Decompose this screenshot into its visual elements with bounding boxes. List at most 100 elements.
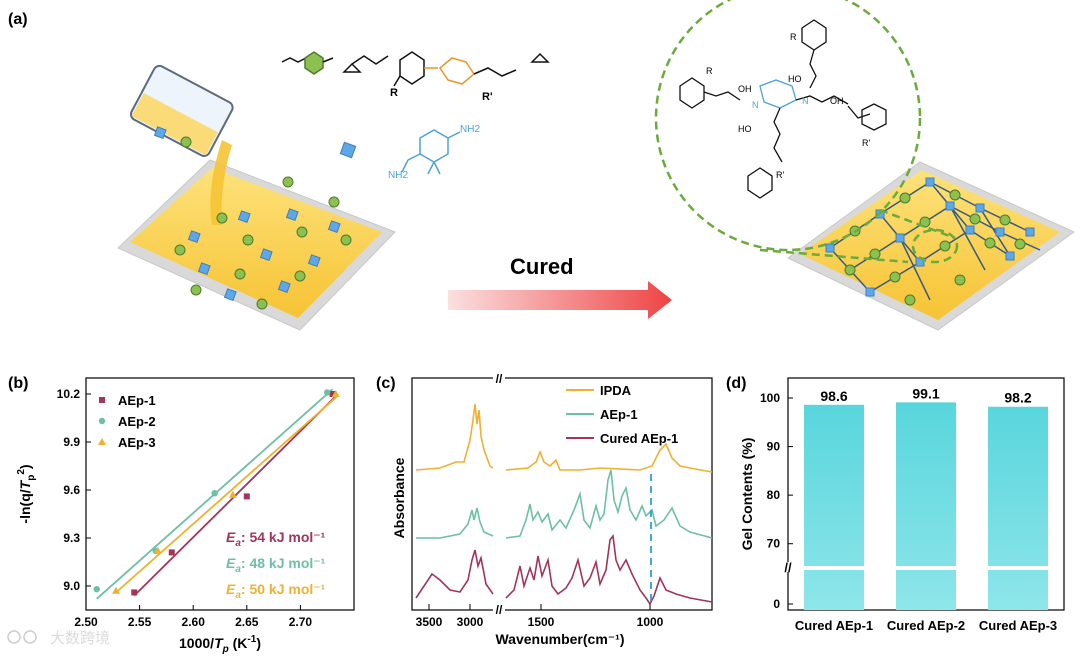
chart-b-xtick-label: 2.70	[289, 615, 313, 629]
cured-arrow	[448, 281, 672, 319]
network-oh-label-1: OH	[738, 84, 752, 94]
fit-line-aep-1	[133, 393, 339, 597]
chart-d-break: //	[784, 560, 792, 575]
chart-c-xtick-3500: 3500	[416, 615, 443, 629]
network-oh-label-2: OH	[830, 96, 844, 106]
legend-label-aep-3: AEp-3	[118, 435, 156, 450]
legend-marker-square	[99, 397, 105, 403]
legend-marker-circle	[98, 417, 106, 425]
chart-b-legend: AEp-1 AEp-2 AEp-3	[98, 393, 156, 450]
spectrum-aep1	[416, 469, 713, 539]
uncured-tray	[117, 64, 396, 331]
chart-c-ylabel: Absorbance	[391, 457, 407, 538]
chart-b-points	[93, 389, 340, 596]
legend-ipda: IPDA	[600, 383, 632, 398]
network-r-label-1: R	[706, 66, 713, 76]
chart-b-frame	[85, 377, 355, 611]
ipda-structure	[401, 129, 461, 175]
chart-c-xtick-1000: 1000	[637, 615, 664, 629]
zoom-callout	[654, 0, 959, 264]
network-structure	[679, 19, 887, 199]
epoxy-r-label: R	[390, 87, 398, 99]
chart-b-xtick-label: 2.55	[128, 615, 152, 629]
chart-d-ytick-label: 70	[767, 537, 781, 551]
chart-d-category-label: Cured AEp-2	[887, 618, 965, 633]
chart-d-ytick-label: 80	[767, 488, 781, 502]
ea-label-aep-1: Ea: 54 kJ mol⁻¹	[226, 529, 326, 549]
point-aep-3	[228, 490, 237, 498]
point-aep-2	[93, 586, 100, 593]
chart-b-activation-energies: Ea: 54 kJ mol⁻¹ Ea: 48 kJ mol⁻¹ Ea: 50 kJ …	[226, 529, 326, 601]
network-ho-label-1: HO	[788, 74, 802, 84]
chart-d-ytick-label: 0	[773, 597, 780, 611]
network-r-label-2: R	[790, 32, 797, 42]
bar-value-label: 99.1	[912, 385, 939, 401]
point-aep-1	[329, 391, 336, 397]
ipda-nh2-label-2: NH2	[388, 170, 408, 181]
chart-c-xtick-1500: 1500	[528, 615, 555, 629]
chart-b-ytick-label: 10.2	[57, 387, 81, 401]
chart-d-bars: 98.6 99.1 98.2	[803, 385, 1049, 610]
point-aep-2	[324, 389, 331, 396]
bar-break-gap	[895, 566, 957, 570]
watermark-logo-icon	[7, 630, 21, 644]
spectrum-ipda	[415, 403, 713, 473]
chart-c-break-top: //	[496, 372, 503, 386]
bar-value-label: 98.2	[1004, 390, 1031, 406]
fit-line-aep-3	[115, 394, 339, 594]
chart-b-ylabel: -ln(q/Tp2)	[16, 464, 37, 523]
beaker-icon	[129, 64, 234, 157]
chart-b-xtick-label: 2.60	[182, 615, 206, 629]
legend-marker-triangle	[98, 438, 106, 445]
chart-d-x-axis: Cured AEp-1 Cured AEp-2 Cured AEp-3	[795, 618, 1057, 633]
legend-label-aep-1: AEp-1	[118, 393, 156, 408]
chart-c-frame	[411, 377, 713, 611]
chart-c-xlabel: Wavenumber(cm⁻¹)	[495, 631, 624, 647]
chart-b-ytick-label: 9.6	[63, 483, 80, 497]
legend-cured-aep1: Cured AEp-1	[600, 431, 678, 446]
chart-d-ytick-label: 100	[760, 391, 780, 405]
panel-a: (a)	[8, 0, 1075, 331]
ipda-nh2-label-1: NH2	[460, 124, 480, 135]
chart-b-y-axis: 9.0 9.3 9.6 9.9 10.2	[57, 387, 91, 593]
chart-c-xtick-3000: 3000	[457, 615, 484, 629]
chart-c-break-bottom: //	[496, 603, 503, 617]
point-aep-1	[243, 493, 250, 500]
chart-d-ytick-label: 90	[767, 440, 781, 454]
point-aep-3	[112, 586, 121, 594]
ea-label-aep-3: Ea: 50 kJ mol⁻¹	[226, 581, 326, 601]
point-aep-3	[153, 546, 162, 554]
chart-d-y-axis: 0 70 80 90 100	[760, 391, 793, 611]
chart-b-xtick-label: 2.65	[235, 615, 259, 629]
network-ho-label-2: HO	[738, 124, 752, 134]
legend-aep1: AEp-1	[600, 407, 638, 422]
panel-b: (b) 9.0 9.3 9.6 9.9 10.2 2.50 2.55 2.60 2.65 2.7…	[8, 375, 355, 655]
panel-label-d: (d)	[726, 375, 746, 392]
chart-d-ylabel: Gel Contents (%)	[739, 438, 755, 551]
bar-cured-aep-2	[896, 402, 956, 610]
bar-break-gap	[987, 566, 1049, 570]
epoxy-rprime-label: R'	[482, 91, 493, 103]
panel-label-b: (b)	[8, 375, 28, 392]
ea-label-aep-2: Ea: 48 kJ mol⁻¹	[226, 555, 326, 575]
cured-label: Cured	[510, 254, 574, 279]
chart-b-xlabel: 1000/Tp (K-1)	[179, 634, 261, 655]
chart-c-x-axis: 3500 3000 1500 1000	[416, 604, 664, 629]
point-aep-1	[168, 549, 175, 556]
chart-b-ytick-label: 9.9	[63, 435, 80, 449]
chart-b-x-axis: 2.50 2.55 2.60 2.65 2.70	[74, 605, 312, 629]
point-aep-2	[211, 490, 218, 497]
chart-d-category-label: Cured AEp-3	[979, 618, 1057, 633]
watermark-text: 大数跨境	[50, 629, 110, 647]
legend-label-aep-2: AEp-2	[118, 414, 156, 429]
chart-b-xtick-label: 2.50	[74, 615, 98, 629]
bar-value-label: 98.6	[820, 388, 847, 404]
point-aep-3	[331, 390, 340, 397]
chart-c-legend: IPDA AEp-1 Cured AEp-1	[566, 383, 678, 446]
panel-c: (c) // // IPDA AEp-1 Cured AEp-1 350	[376, 372, 713, 647]
cured-tray	[787, 161, 1075, 331]
panel-label-a: (a)	[8, 11, 28, 28]
network-n-label-1: N	[752, 100, 759, 110]
